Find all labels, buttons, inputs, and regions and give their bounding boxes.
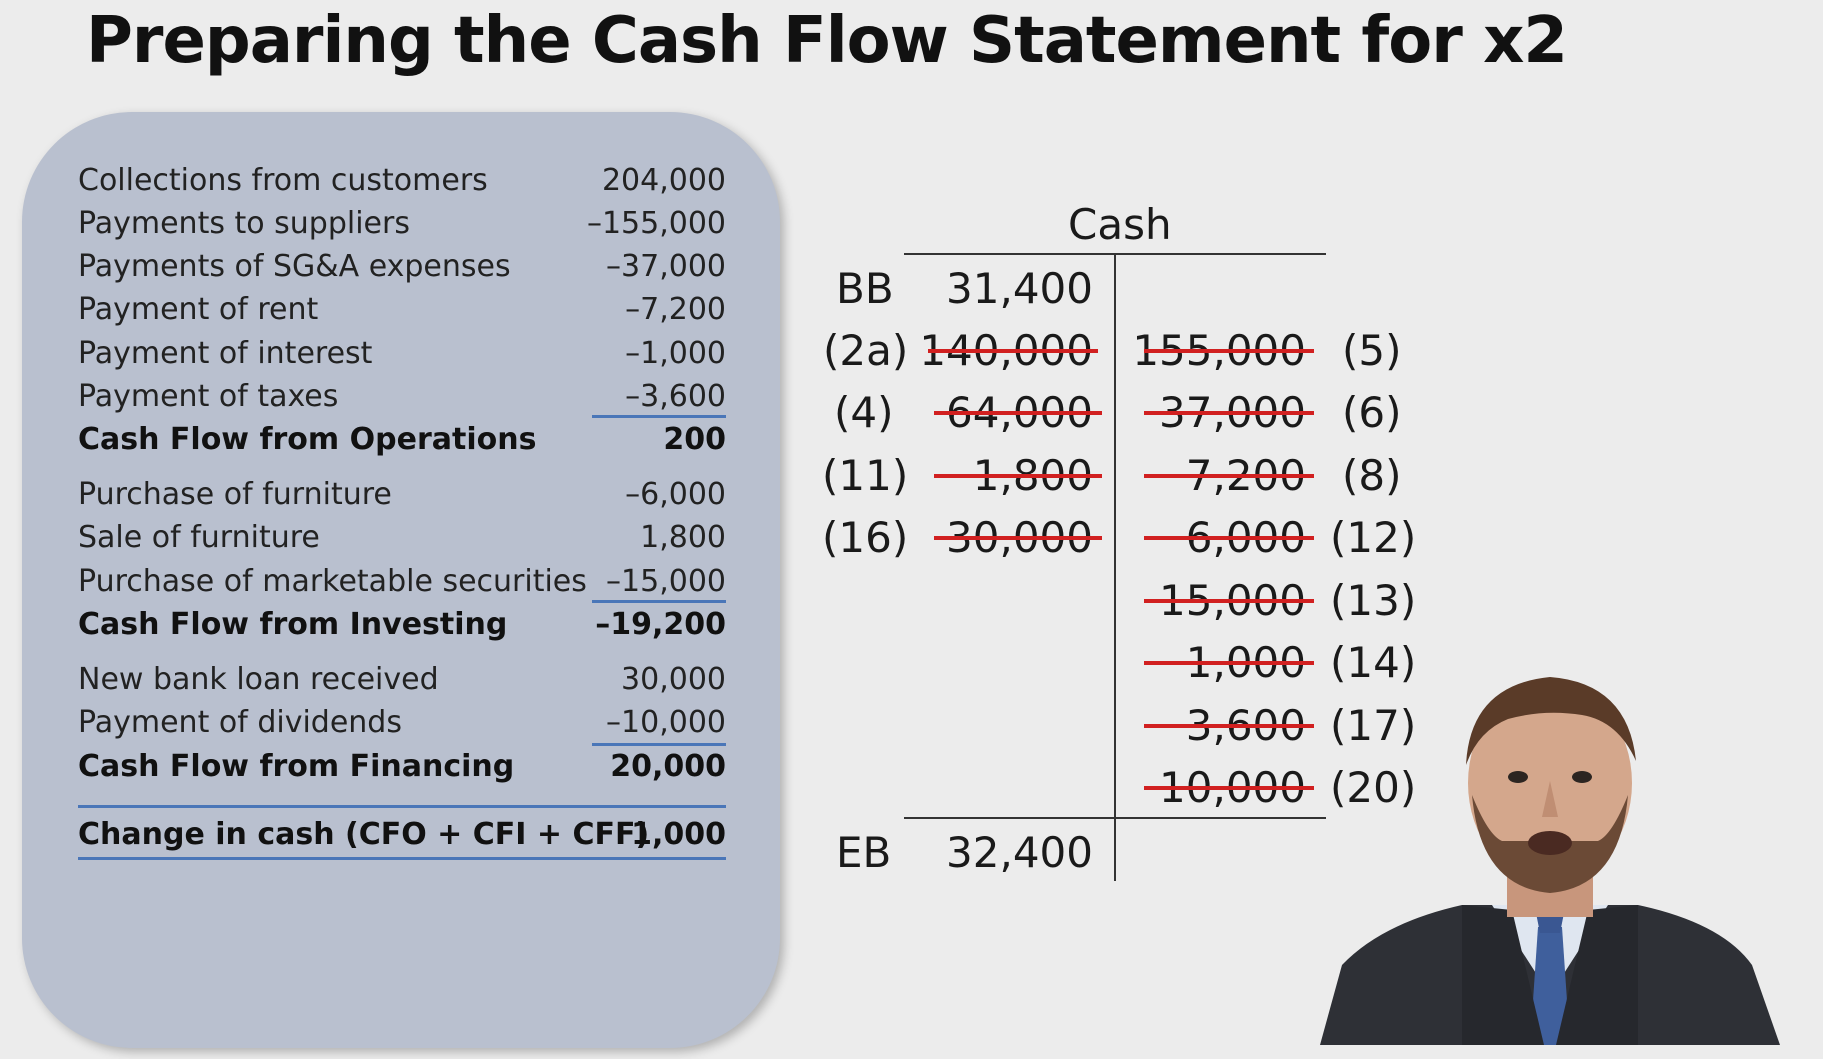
cf-label: Payment of interest [78,336,373,371]
cash-flow-statement-panel [22,112,780,1048]
strike-line [1144,599,1314,603]
cf-row-suppliers: Payments to suppliers –155,000 [78,202,726,246]
strike-line [928,349,1098,353]
t-account-vertical-line [1114,255,1116,881]
cf-row-cff-total: Cash Flow from Financing 20,000 [78,745,726,789]
strike-line [934,411,1102,415]
strike-line [1144,661,1314,665]
t-debit-ref: (16) [822,513,909,562]
t-credit-ref: (20) [1330,763,1417,812]
cf-row-taxes: Payment of taxes –3,600 [78,375,726,419]
strike-line [934,536,1102,540]
cf-value: –7,200 [625,292,726,327]
cf-value: 204,000 [601,163,726,198]
t-credit-ref: (5) [1342,326,1402,375]
t-debit-ref: (2a) [823,326,909,375]
cf-label: Sale of furniture [78,520,320,555]
slide-title: Preparing the Cash Flow Statement for x2 [86,4,1568,78]
t-bb-value: 31,400 [946,264,1093,313]
strike-line [1144,411,1314,415]
t-eb-label: EB [836,828,892,877]
cf-value: –6,000 [625,477,726,512]
strike-line [934,474,1102,478]
cf-label: Payment of dividends [78,705,402,740]
cf-value: –15,000 [606,564,726,599]
cf-label: Collections from customers [78,163,488,198]
cf-label: Purchase of marketable securities [78,564,587,599]
t-debit-ref: (11) [822,451,909,500]
subtotal-underline [592,415,726,418]
subtotal-underline [592,600,726,603]
cf-label: Payments of SG&A expenses [78,249,511,284]
strike-line [1144,474,1314,478]
cf-value: 1,800 [640,520,726,555]
cf-label: Payment of rent [78,292,319,327]
cf-value: –155,000 [586,206,726,241]
cf-row-sga: Payments of SG&A expenses –37,000 [78,245,726,289]
t-bb-label: BB [836,264,894,313]
presenter-illustration [1320,677,1780,1045]
cf-row-cfi-total: Cash Flow from Investing –19,200 [78,603,726,647]
t-credit-ref: (13) [1330,576,1417,625]
cf-row-rent: Payment of rent –7,200 [78,288,726,332]
cf-label: New bank loan received [78,662,439,697]
cf-label: Cash Flow from Investing [78,607,508,642]
cf-row-sale-furniture: Sale of furniture 1,800 [78,516,726,560]
t-account-top-line [904,253,1326,255]
cf-row-change-in-cash: Change in cash (CFO + CFI + CFF) 1,000 [78,813,726,857]
presenter-video [1312,665,1788,1045]
cf-row-cfo-total: Cash Flow from Operations 200 [78,418,726,462]
cf-value: –3,600 [625,379,726,414]
t-account-closing-line [904,817,1326,819]
cf-label: Cash Flow from Financing [78,749,515,784]
t-account-title: Cash [1068,200,1172,249]
t-debit-ref: (4) [834,388,894,437]
cf-row-collections: Collections from customers 204,000 [78,159,726,203]
total-bottom-line [78,857,726,860]
cf-row-dividends: Payment of dividends –10,000 [78,701,726,745]
t-credit-ref: (14) [1330,638,1417,687]
cf-value: 200 [663,422,726,457]
cf-label: Purchase of furniture [78,477,392,512]
strike-line [1144,536,1314,540]
cf-label: Cash Flow from Operations [78,422,537,457]
cf-value: –19,200 [595,607,726,642]
t-credit-ref: (17) [1330,701,1417,750]
subtotal-underline [592,743,726,746]
t-credit-ref: (8) [1342,451,1402,500]
cf-value: –10,000 [606,705,726,740]
t-eb-value: 32,400 [946,828,1093,877]
cf-row-securities: Purchase of marketable securities –15,00… [78,560,726,604]
cf-label: Payment of taxes [78,379,339,414]
cf-value: –37,000 [606,249,726,284]
cf-value: 20,000 [610,749,726,784]
cf-row-interest: Payment of interest –1,000 [78,332,726,376]
strike-line [1144,724,1314,728]
cf-label: Payments to suppliers [78,206,410,241]
strike-line [1144,349,1314,353]
cf-value: 30,000 [621,662,726,697]
total-top-line [78,805,726,808]
cf-row-purchase-furniture: Purchase of furniture –6,000 [78,473,726,517]
cf-label: Change in cash (CFO + CFI + CFF) [78,817,650,852]
cf-row-bank-loan: New bank loan received 30,000 [78,658,726,702]
strike-line [1144,786,1314,790]
t-credit-ref: (6) [1342,388,1402,437]
t-credit-ref: (12) [1330,513,1417,562]
cf-value: –1,000 [625,336,726,371]
cf-value: 1,000 [631,817,726,852]
